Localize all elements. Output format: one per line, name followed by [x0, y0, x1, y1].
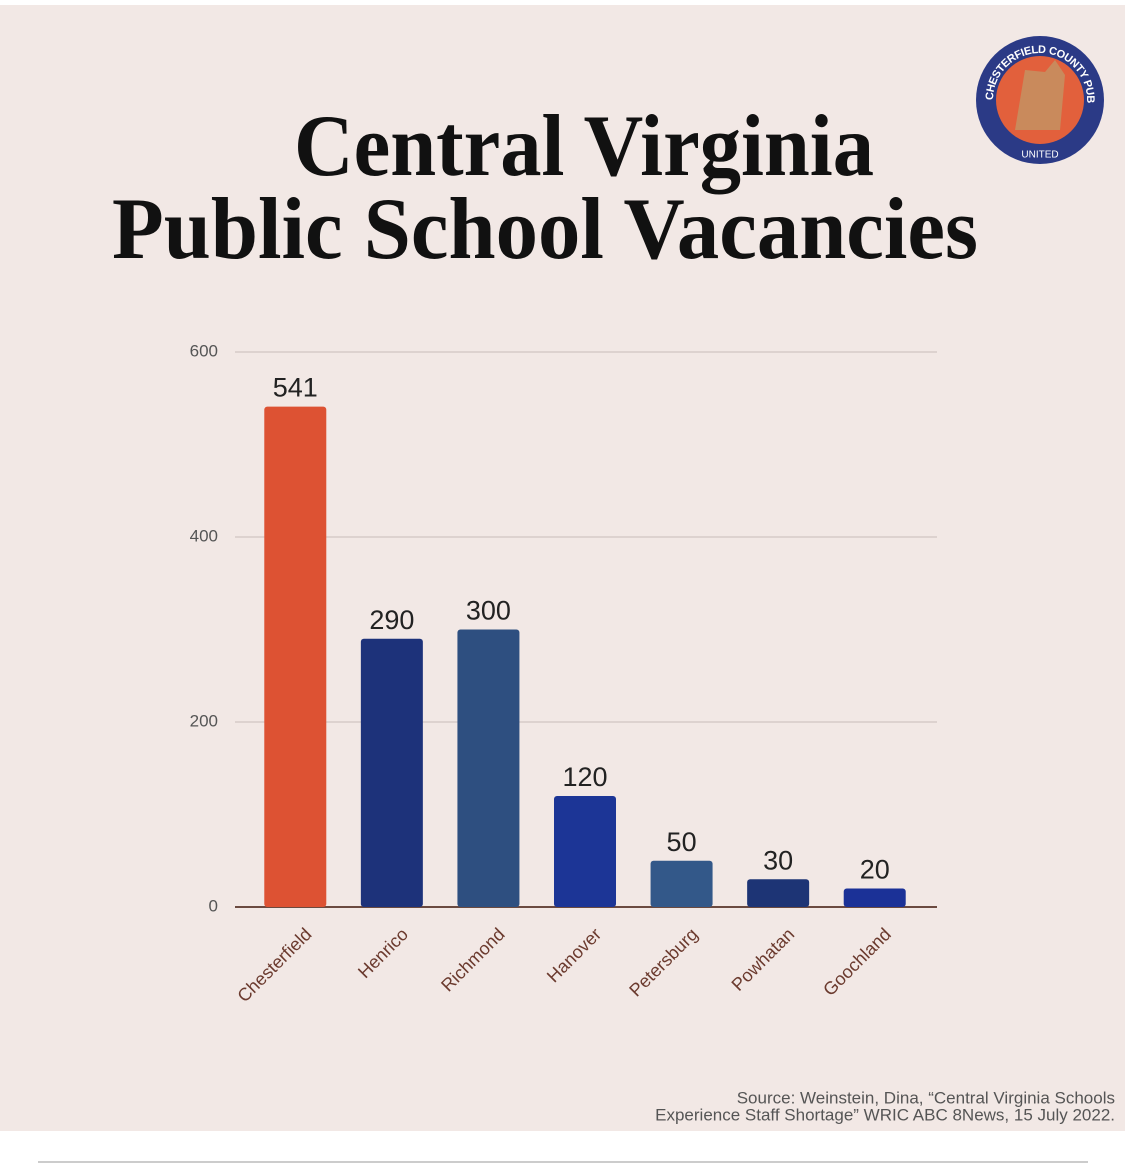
y-tick-label: 200 — [190, 711, 218, 730]
chart-title: Public School Vacancies — [112, 181, 978, 278]
source: Experience Staff Shortage” WRIC ABC 8New… — [655, 1105, 1115, 1124]
data-label: 290 — [369, 605, 414, 635]
logo-fists — [1015, 60, 1065, 130]
bar — [554, 796, 616, 907]
bar — [264, 406, 327, 907]
data-label: 300 — [466, 596, 511, 626]
data-label: 20 — [860, 855, 890, 885]
bar — [747, 879, 810, 907]
bar — [843, 888, 906, 907]
chart-title: Central Virginia — [294, 98, 874, 195]
source: Source: Weinstein, Dina, “Central Virgin… — [737, 1088, 1115, 1107]
panel — [0, 5, 1125, 1131]
y-tick-label: 0 — [209, 896, 218, 915]
y-tick-label: 400 — [190, 526, 218, 545]
data-label: 120 — [562, 762, 607, 792]
bar — [457, 629, 520, 907]
logo-text: UNITED — [1021, 150, 1058, 161]
bar — [360, 638, 423, 907]
y-tick-label: 600 — [190, 341, 218, 360]
data-label: 50 — [667, 827, 697, 857]
data-label: 541 — [273, 373, 318, 403]
data-label: 30 — [763, 845, 793, 875]
bar — [650, 860, 713, 907]
